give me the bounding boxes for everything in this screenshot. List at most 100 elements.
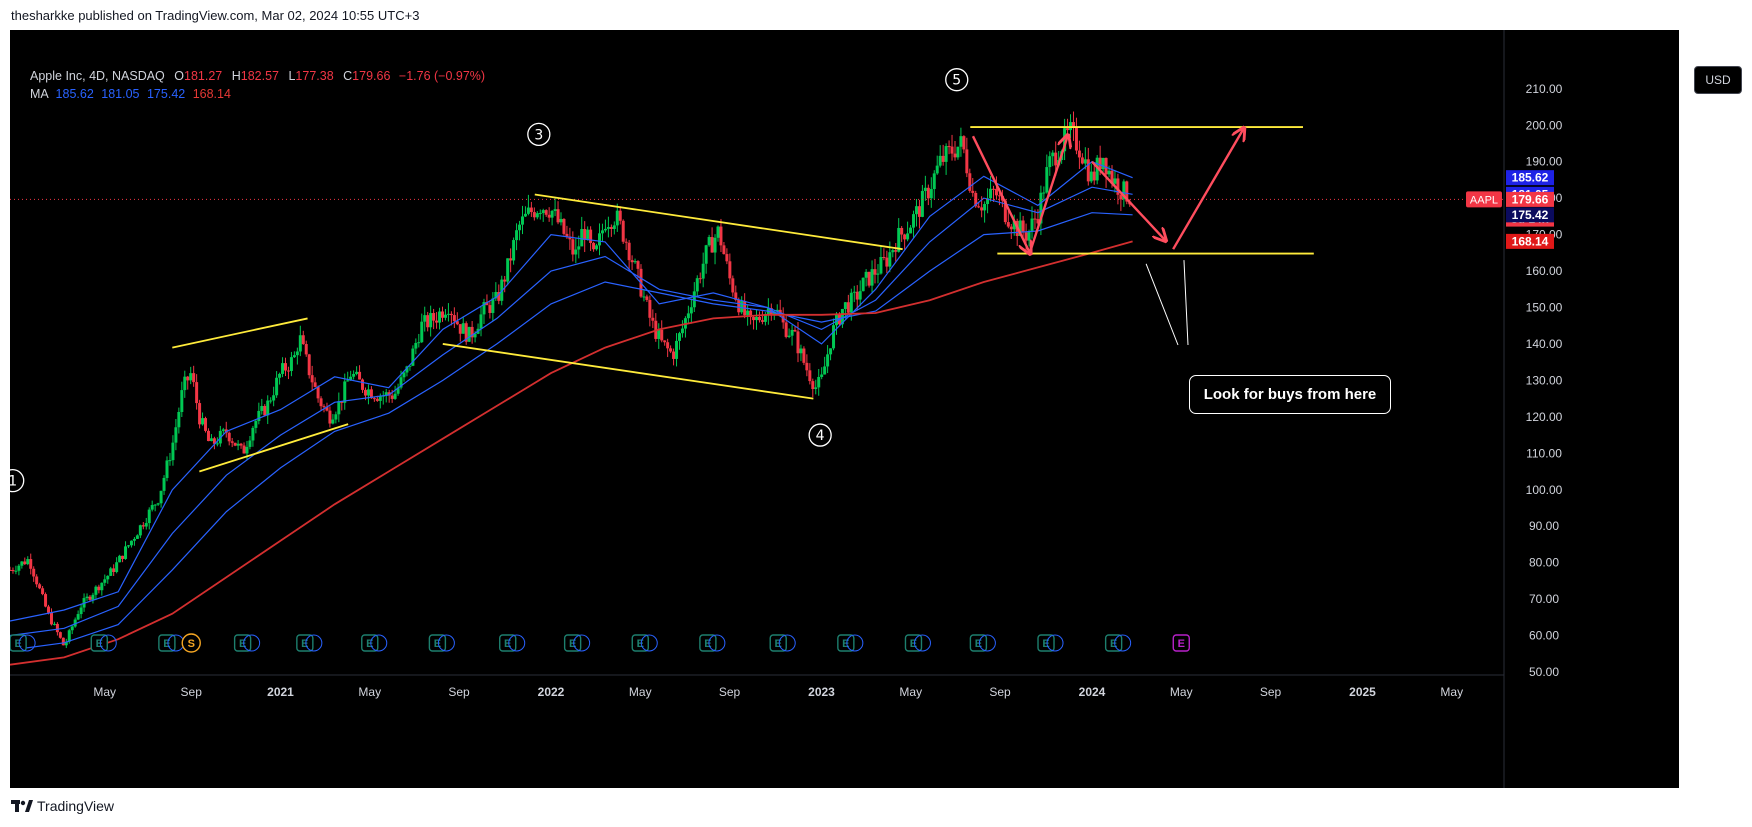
earnings-marker-ring [305, 634, 323, 652]
candle-body [1095, 157, 1099, 181]
earnings-marker-icon [563, 634, 582, 652]
candle-body [1089, 171, 1093, 182]
candle-body [1116, 178, 1120, 195]
candle-body [1092, 171, 1096, 181]
candle-body [997, 195, 1001, 197]
candle-body [526, 207, 530, 214]
candle-body [873, 269, 877, 275]
candle-body [538, 213, 542, 215]
candle-body [1054, 152, 1058, 166]
candle-body [870, 269, 874, 286]
candle-body [929, 189, 933, 199]
candle-body [245, 446, 249, 454]
x-tick-label: May [358, 685, 381, 699]
candle-body [449, 313, 453, 316]
footer-brand[interactable]: TradingView [11, 798, 114, 814]
price-tag-bg [1506, 170, 1554, 186]
candle-body [29, 559, 33, 569]
candle-body [1027, 230, 1031, 241]
candle-body [734, 292, 738, 300]
candle-body [672, 351, 676, 359]
y-tick-label: 160.00 [1526, 264, 1563, 278]
candle-body [897, 227, 901, 252]
candle-body [310, 375, 314, 383]
candle-body [94, 586, 98, 595]
candle-body [432, 313, 436, 321]
candle-body [1125, 181, 1129, 202]
candle-body [965, 149, 969, 174]
high-value: 182.57 [240, 69, 279, 83]
price-tag-bg [1506, 191, 1554, 207]
candle-body [1018, 220, 1022, 237]
candle-body [76, 614, 80, 620]
candle-body [553, 209, 557, 211]
candle-body [1045, 167, 1049, 193]
candle-body [772, 311, 776, 315]
ma-value-1: 185.62 [55, 87, 94, 101]
low-value: 177.38 [295, 69, 334, 83]
candle-body [115, 562, 119, 572]
x-tick-label: 2025 [1349, 685, 1376, 699]
y-tick-label: 190.00 [1526, 155, 1563, 169]
candle-body [189, 373, 193, 381]
candle-body [749, 310, 753, 318]
candle-body [737, 299, 741, 313]
change-value: −1.76 (−0.97%) [398, 69, 486, 83]
symbol-tag-label: AAPL [1470, 194, 1498, 206]
candle-body [393, 393, 397, 399]
candle-body [260, 405, 264, 411]
candle-body [698, 278, 702, 280]
candle-body [914, 206, 918, 215]
candle-body [186, 376, 190, 381]
candle-body [411, 348, 415, 366]
candle-body [64, 641, 68, 646]
candle-body [446, 313, 450, 315]
candle-body [485, 302, 489, 306]
candle-body [760, 320, 764, 322]
price-tag-bg [1506, 233, 1554, 249]
candle-body [334, 414, 338, 420]
candle-body [1074, 126, 1078, 151]
earnings-marker-ring [978, 634, 996, 652]
candle-body [817, 376, 821, 388]
candle-body [1083, 159, 1087, 164]
candle-body [58, 632, 62, 638]
earnings-marker-icon [1172, 634, 1190, 652]
candle-body [923, 187, 927, 191]
candle-body [426, 315, 430, 328]
y-tick-label: 130.00 [1526, 373, 1563, 387]
candle-body [420, 321, 424, 343]
candle-body [657, 329, 661, 339]
earnings-marker-label: E [239, 638, 246, 650]
candle-body [349, 376, 353, 381]
candle-body [577, 246, 581, 250]
candle-body [313, 382, 317, 387]
earnings-marker-label: E [1042, 638, 1049, 650]
candle-body [932, 173, 936, 190]
candle-body [642, 296, 646, 298]
ma-legend[interactable]: MA 185.62 181.05 175.42 168.14 [30, 87, 231, 101]
symbol-name[interactable]: Apple Inc, 4D, NASDAQ [30, 69, 165, 83]
candle-body [864, 271, 868, 278]
candle-body [627, 242, 631, 261]
candle-body [618, 210, 622, 221]
callout-look-for-buys[interactable]: Look for buys from here [1189, 375, 1391, 414]
candle-body [983, 204, 987, 211]
chart-panel[interactable]: 1 3 4 5 E E E E E E E E E E E E E E E E E E S 50.00 60.00 70.00 80… [10, 30, 1742, 788]
earnings-marker-ring [573, 634, 591, 652]
earnings-marker-label: E [1110, 638, 1117, 650]
candle-body [482, 302, 486, 315]
candle-body [686, 313, 690, 319]
candle-body [236, 443, 240, 446]
candle-body [263, 405, 267, 416]
candle-body [550, 210, 554, 218]
earnings-marker-ring [778, 634, 796, 652]
candle-body [272, 395, 276, 401]
chart-svg[interactable]: 1 3 4 5 E E E E E E E E E E E E E E E E E E S 50.00 60.00 70.00 80… [10, 30, 1679, 788]
currency-button[interactable]: USD [1694, 66, 1742, 94]
candle-body [977, 206, 981, 208]
candle-body [814, 387, 818, 390]
candle-body [675, 340, 679, 359]
candle-body [515, 230, 519, 241]
candle-body [355, 371, 359, 374]
